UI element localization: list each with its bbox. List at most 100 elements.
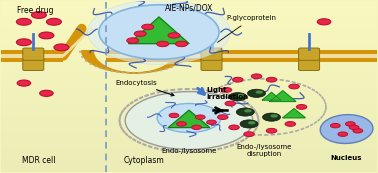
Text: Endocytosis: Endocytosis	[116, 80, 174, 96]
Bar	[2, 161, 376, 165]
Circle shape	[46, 18, 61, 25]
Circle shape	[169, 113, 179, 118]
Bar	[2, 155, 376, 158]
Bar	[2, 29, 376, 32]
Bar	[2, 39, 376, 42]
Bar	[2, 42, 376, 46]
Bar	[2, 73, 376, 76]
Bar	[2, 32, 376, 35]
Circle shape	[54, 44, 69, 51]
Bar	[2, 134, 376, 138]
Circle shape	[248, 121, 256, 124]
Text: Endo-/lysosome: Endo-/lysosome	[161, 148, 217, 154]
Circle shape	[256, 90, 263, 94]
FancyBboxPatch shape	[299, 58, 319, 71]
Bar	[2, 131, 376, 134]
Bar	[2, 18, 376, 22]
Bar	[2, 63, 376, 66]
Circle shape	[40, 90, 53, 96]
Bar	[2, 144, 376, 148]
Circle shape	[353, 129, 363, 133]
Bar	[2, 151, 376, 155]
Text: Free drug: Free drug	[17, 7, 53, 16]
Circle shape	[237, 94, 244, 97]
Bar	[2, 56, 376, 59]
Bar	[2, 93, 376, 97]
Bar	[2, 59, 376, 63]
Circle shape	[244, 132, 254, 136]
Bar	[2, 54, 63, 58]
Circle shape	[240, 120, 258, 128]
Circle shape	[270, 114, 278, 118]
Text: Cytoplasm: Cytoplasm	[124, 156, 164, 165]
Circle shape	[251, 74, 262, 79]
Circle shape	[285, 122, 296, 126]
FancyBboxPatch shape	[201, 58, 222, 71]
Bar	[2, 50, 63, 62]
Text: Light
irradiation: Light irradiation	[206, 87, 248, 100]
Circle shape	[88, 0, 230, 64]
Circle shape	[263, 113, 280, 121]
Polygon shape	[129, 17, 189, 44]
Text: Endo-/lysosome
disruption: Endo-/lysosome disruption	[236, 144, 292, 157]
Bar	[2, 66, 376, 70]
Polygon shape	[262, 92, 281, 100]
Circle shape	[17, 80, 31, 86]
Circle shape	[192, 125, 201, 130]
Circle shape	[345, 122, 355, 126]
Bar	[2, 80, 376, 83]
Bar	[2, 158, 376, 161]
Circle shape	[157, 103, 221, 133]
Bar	[107, 54, 376, 58]
Circle shape	[296, 104, 307, 109]
Bar	[2, 127, 376, 131]
Bar	[2, 121, 376, 124]
Bar	[2, 15, 376, 18]
FancyBboxPatch shape	[23, 58, 44, 71]
Bar	[2, 168, 376, 172]
Text: AIE-NPs/DOX: AIE-NPs/DOX	[165, 3, 213, 12]
Circle shape	[16, 18, 31, 25]
Bar	[2, 35, 376, 39]
Circle shape	[289, 84, 299, 89]
Bar	[2, 117, 376, 121]
Circle shape	[142, 24, 154, 30]
Polygon shape	[168, 110, 210, 128]
Bar	[2, 100, 376, 103]
Bar	[2, 165, 376, 168]
Circle shape	[236, 108, 254, 116]
Bar	[2, 124, 376, 127]
Bar	[107, 50, 376, 62]
Circle shape	[31, 12, 46, 18]
Bar	[2, 148, 376, 151]
Circle shape	[207, 120, 216, 124]
Circle shape	[221, 88, 232, 92]
Circle shape	[39, 32, 54, 39]
Bar	[2, 49, 376, 52]
Polygon shape	[283, 109, 305, 118]
Bar	[2, 103, 376, 107]
Circle shape	[244, 109, 252, 113]
Bar	[2, 110, 376, 114]
Circle shape	[168, 33, 180, 38]
Bar	[2, 138, 376, 141]
Bar	[2, 12, 376, 15]
Bar	[2, 52, 376, 56]
Circle shape	[229, 125, 239, 130]
Bar	[2, 70, 376, 73]
Circle shape	[127, 38, 139, 43]
Text: MDR cell: MDR cell	[22, 156, 56, 165]
Polygon shape	[82, 51, 187, 73]
Circle shape	[266, 128, 277, 133]
Circle shape	[16, 39, 31, 46]
Polygon shape	[270, 91, 296, 102]
Circle shape	[338, 132, 348, 136]
Bar	[2, 141, 376, 144]
Circle shape	[99, 5, 219, 59]
Ellipse shape	[320, 115, 373, 143]
Circle shape	[225, 101, 235, 106]
Bar	[2, 25, 376, 29]
Bar	[2, 97, 376, 100]
Circle shape	[232, 77, 243, 82]
Text: P-glycoprotein: P-glycoprotein	[217, 15, 277, 42]
